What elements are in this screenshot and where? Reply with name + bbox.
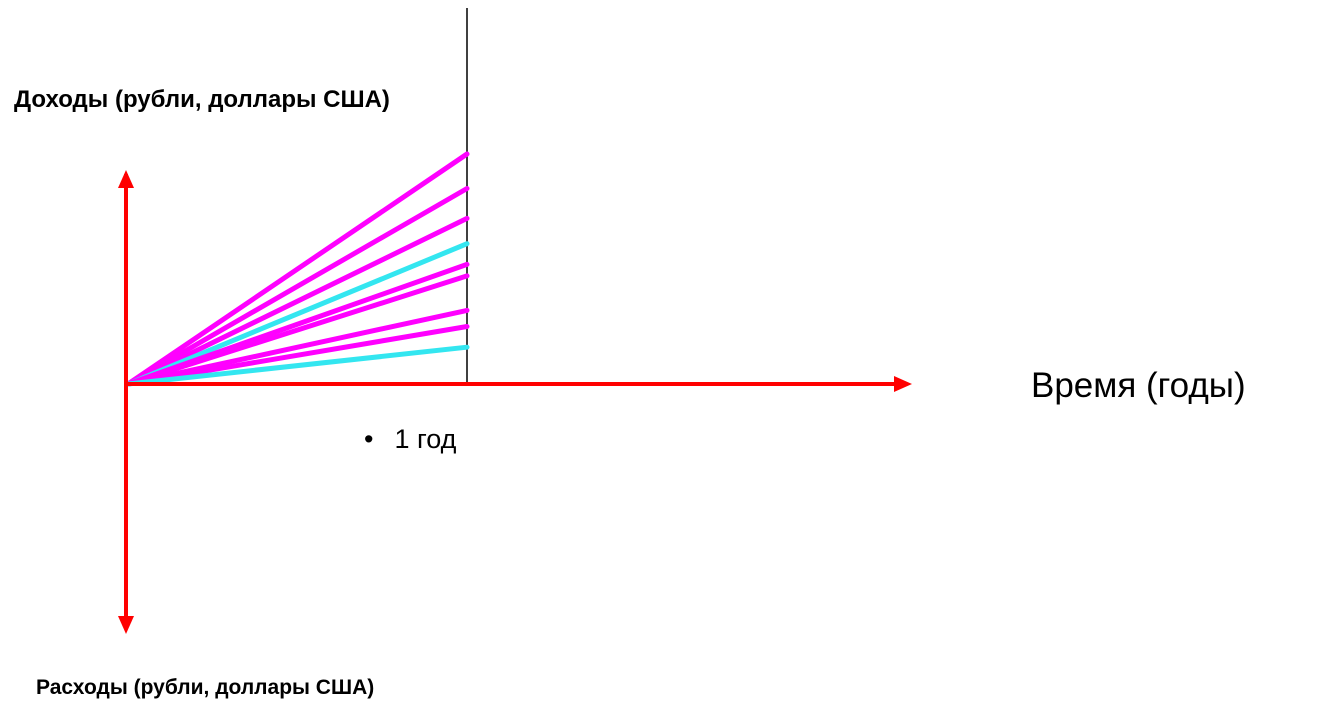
time-axis-label: Время (годы) (1031, 366, 1246, 405)
expense-axis-arrowhead (118, 616, 134, 634)
ray-magenta-8 (125, 324, 470, 387)
year-text: 1 год (394, 424, 457, 454)
ray-magenta-2 (125, 186, 470, 387)
income-axis-arrowhead (118, 170, 134, 188)
ray-cyan-9 (125, 344, 470, 387)
time-axis-arrowhead (894, 376, 912, 392)
ray-magenta-7 (125, 307, 470, 387)
income-rays (125, 151, 470, 387)
ray-magenta-1 (125, 151, 470, 387)
ray-magenta-3 (125, 215, 470, 387)
ray-cyan-4 (125, 241, 470, 387)
expense-axis-label: Расходы (рубли, доллары США) (36, 676, 375, 699)
year-bullet: • (364, 424, 374, 454)
ray-magenta-6 (125, 273, 470, 387)
income-axis-label: Доходы (рубли, доллары США) (14, 86, 390, 113)
one-year-label: • 1 год (364, 424, 456, 455)
